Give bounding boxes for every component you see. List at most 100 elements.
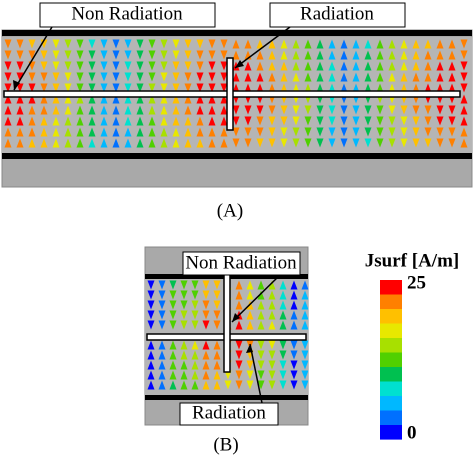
field-arrow [158, 370, 166, 380]
field-arrow [340, 61, 348, 71]
field-arrow [268, 300, 276, 310]
field-arrow [460, 72, 468, 82]
pointer-head [246, 344, 253, 353]
field-arrow [328, 72, 336, 82]
field-arrow [160, 61, 168, 71]
field-arrow [460, 127, 468, 137]
field-arrow [202, 290, 210, 300]
field-arrow [191, 320, 199, 330]
field-arrow [147, 370, 155, 380]
field-arrow [304, 39, 312, 49]
field-arrow [112, 138, 120, 148]
field-arrow [169, 320, 177, 330]
field-arrow [172, 105, 180, 115]
field-arrow [232, 39, 240, 49]
colorbar-step [380, 367, 402, 382]
field-arrow [148, 138, 156, 148]
field-arrow [169, 380, 177, 390]
field-arrow [400, 127, 408, 137]
field-arrow [235, 280, 243, 290]
field-arrow [158, 280, 166, 290]
field-arrow [292, 72, 300, 82]
field-arrow [100, 127, 108, 137]
field-arrow [352, 50, 360, 60]
field-arrow [208, 50, 216, 60]
field-arrow [196, 72, 204, 82]
field-arrow [328, 116, 336, 126]
pointer [231, 274, 281, 323]
field-arrow [208, 105, 216, 115]
field-arrow [279, 370, 287, 380]
field-arrow [290, 320, 298, 330]
field-arrow [301, 290, 309, 300]
field-arrow [316, 39, 324, 49]
field-arrow [280, 39, 288, 49]
field-arrow [213, 380, 221, 390]
colorbar-min: 0 [407, 422, 417, 443]
field-arrow [4, 127, 12, 137]
field-arrow [213, 320, 221, 330]
field-arrow [147, 340, 155, 350]
field-arrow [124, 116, 132, 126]
field-arrow [412, 61, 420, 71]
field-arrow [460, 138, 468, 148]
field-arrow [316, 138, 324, 148]
field-arrow [460, 105, 468, 115]
field-arrow [436, 138, 444, 148]
field-arrow [257, 370, 265, 380]
field-arrow [180, 300, 188, 310]
field-arrow [158, 340, 166, 350]
field-arrow [112, 116, 120, 126]
field-arrow [316, 72, 324, 82]
field-arrow [28, 50, 36, 60]
field-arrow [180, 370, 188, 380]
field-arrow [364, 61, 372, 71]
field-arrow [268, 138, 276, 148]
field-arrow [88, 72, 96, 82]
field-arrow [40, 50, 48, 60]
field-arrow [376, 105, 384, 115]
field-arrow [268, 72, 276, 82]
colorbar-step [380, 338, 402, 353]
field-arrow [268, 370, 276, 380]
field-arrow [169, 300, 177, 310]
field-arrow [352, 105, 360, 115]
field-arrow [16, 105, 24, 115]
field-arrow [290, 280, 298, 290]
field-arrow [232, 61, 240, 71]
field-arrow [376, 50, 384, 60]
field-arrow [460, 116, 468, 126]
field-arrow [279, 280, 287, 290]
field-arrow [76, 94, 84, 104]
field-arrow [184, 94, 192, 104]
field-arrow [28, 138, 36, 148]
pointer [234, 26, 291, 69]
field-arrow [244, 39, 252, 49]
field-arrow [147, 310, 155, 320]
field-arrow [88, 61, 96, 71]
field-arrow [292, 127, 300, 137]
field-arrow [213, 370, 221, 380]
field-arrow [279, 380, 287, 390]
field-arrow [4, 116, 12, 126]
field-arrow [196, 138, 204, 148]
field-arrow [147, 380, 155, 390]
field-arrow [76, 72, 84, 82]
field-arrow [136, 39, 144, 49]
field-arrow [304, 138, 312, 148]
field-arrow [148, 50, 156, 60]
field-arrow [196, 83, 204, 93]
field-arrow [88, 39, 96, 49]
field-arrow [376, 72, 384, 82]
field-arrow [172, 72, 180, 82]
field-arrow [448, 50, 456, 60]
label-box [179, 402, 279, 426]
colorbar [380, 280, 402, 440]
field-arrow [424, 138, 432, 148]
field-arrow [172, 127, 180, 137]
field-arrow [40, 127, 48, 137]
field-arrow [424, 50, 432, 60]
field-arrow [412, 105, 420, 115]
field-arrow [235, 370, 243, 380]
field-arrow [292, 116, 300, 126]
